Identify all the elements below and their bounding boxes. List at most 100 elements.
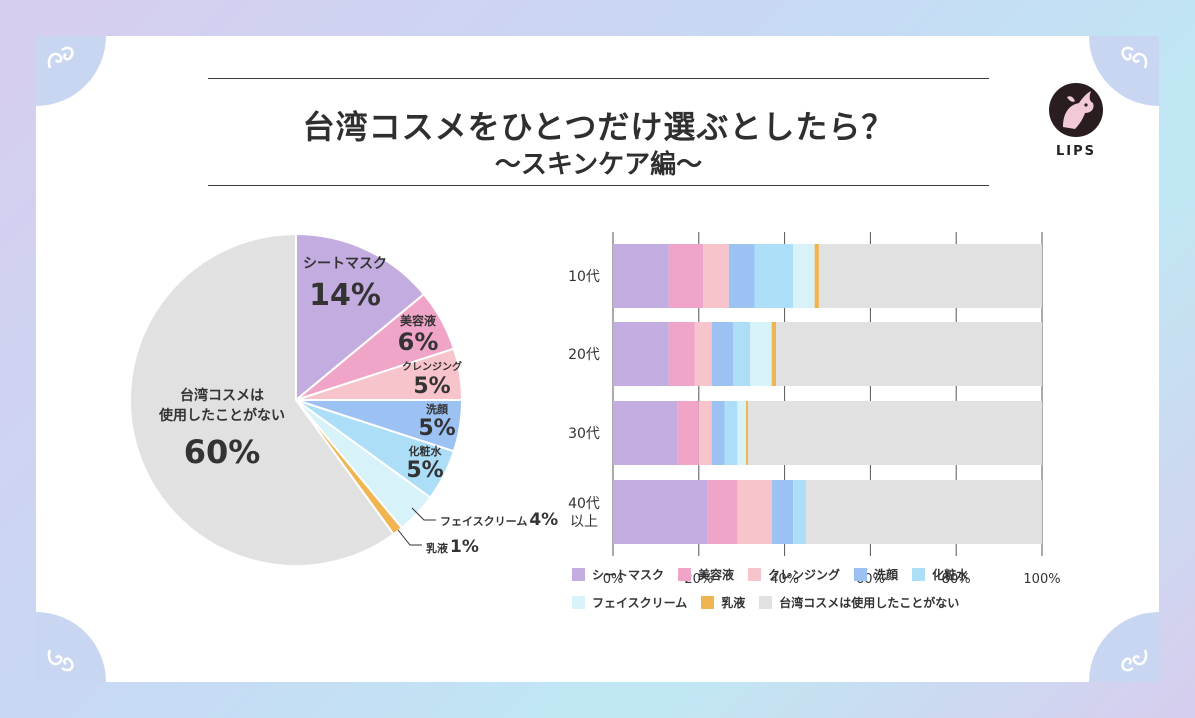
bar-segment [737,401,746,465]
bar-segment [793,244,815,308]
x-tick-label: 100% [1023,572,1060,587]
legend-label: フェイスクリーム [592,595,688,610]
pie-slice-label: 化粧水 [409,444,443,458]
bar-segment [613,322,669,386]
y-category-label: 30代 [568,426,600,442]
bar-segment [818,244,1042,308]
legend-label: 台湾コスメは使用したことがない [779,595,960,610]
header-rule-top [208,78,989,79]
bar-segment [668,322,695,386]
y-category-label: 20代 [568,347,600,363]
bar-segment [677,401,699,465]
header-rule-bottom [208,185,989,186]
page-title: 台湾コスメをひとつだけ選ぶとしたら？ [302,108,895,146]
legend-swatch [678,567,692,581]
bar-segment [754,244,794,308]
bar-segment [698,401,712,465]
pie-slice-value: 14% [309,278,381,313]
legend-item: 美容液 [678,566,734,583]
legend-item: シートマスク [572,566,664,583]
legend-swatch [759,595,773,609]
legend-item: フェイスクリーム [572,594,687,611]
logo-text: LIPS [1055,144,1096,159]
bar-segment [745,401,749,465]
bar-segment [711,322,734,386]
swirl-icon [47,46,74,69]
bar-segment [694,322,712,386]
x-tick-label: 0% [603,572,624,587]
bar-segment [724,401,738,465]
page-subtitle: 〜スキンケア編〜 [494,150,703,180]
bar-segment [733,322,751,386]
pie-slice-label: 台湾コスメは [180,387,264,404]
pie-slice-label: シートマスク [303,256,387,272]
bar-segment [771,322,777,386]
legend-label: 化粧水 [932,567,969,582]
bar-segment [737,480,772,544]
bar-segment [748,401,1042,465]
legend-item: 洗顔 [854,566,898,583]
bar-segment [750,322,772,386]
pie-slice-value: 5% [406,458,443,483]
bar-segment [806,480,1042,544]
pie-slice-value: 5% [418,416,455,441]
pie-slice [295,232,426,403]
pie-slice-label: 洗顔 [426,402,449,416]
legend-row: フェイスクリーム 乳液 台湾コスメは使用したことがない [572,588,1012,616]
bar-segment [776,322,1042,386]
pie-slice-value: 5% [413,374,450,399]
pie-slice [129,232,395,567]
legend-item: 乳液 [701,594,745,611]
legend-item: 化粧水 [912,566,968,583]
legend-swatch [701,595,715,609]
pie-slice-value: 4% [529,510,558,530]
legend-swatch [854,567,868,581]
legend-label: 洗顔 [874,567,899,582]
pie-slice-label: クレンジング [402,360,462,373]
bar-segment [771,480,794,544]
pie-slice-label: フェイスクリーム 4% [440,510,558,530]
deer-icon [1063,91,1094,129]
bar-segment [703,244,729,308]
pie-leader-line [411,507,436,521]
bar-segment [728,244,755,308]
bar-segment [793,480,807,544]
y-category-label: 40代 [568,496,600,512]
bar-segment [707,480,738,544]
legend-swatch [572,595,585,609]
legend-swatch [748,567,762,581]
lips-logo [1049,83,1103,137]
swirl-icon [1121,649,1148,672]
legend-item: 台湾コスメは使用したことがない [759,594,959,611]
legend-row: シートマスク 美容液 クレンジング 洗顔 化粧水 [572,560,1012,588]
pie-slice-value: 1% [450,537,479,557]
swirl-icon [47,649,74,672]
pie-leader-line [397,529,422,546]
bar-segment [613,480,708,544]
legend-label: シートマスク [592,567,665,582]
bar-chart-legend: シートマスク 美容液 クレンジング 洗顔 化粧水 フェイスクリーム 乳液 台湾コスメは使用し… [572,560,1012,616]
bar-segment [613,401,678,465]
pie-slice-label: 乳液 1% [426,537,479,557]
pie-slice-label: 使用したことがない [158,407,285,424]
bar-segment [814,244,819,308]
legend-swatch [572,567,585,581]
bar-segment [711,401,725,465]
legend-label: 乳液 [721,595,746,610]
bar-segment [668,244,704,308]
legend-item: クレンジング [748,566,840,583]
legend-label: クレンジング [768,567,841,582]
y-category-label: 以上 [570,514,598,530]
pie-slice-value: 60% [184,433,261,471]
legend-swatch [912,567,926,581]
swirl-icon [1121,46,1148,69]
pie-slice-label: 美容液 [400,313,436,328]
x-tick-label: 20% [684,572,713,587]
x-tick-label: 80% [942,572,971,587]
pie-slice-value: 6% [398,328,439,356]
y-category-label: 10代 [568,269,600,285]
bar-segment [613,244,669,308]
legend-label: 美容液 [698,567,735,582]
